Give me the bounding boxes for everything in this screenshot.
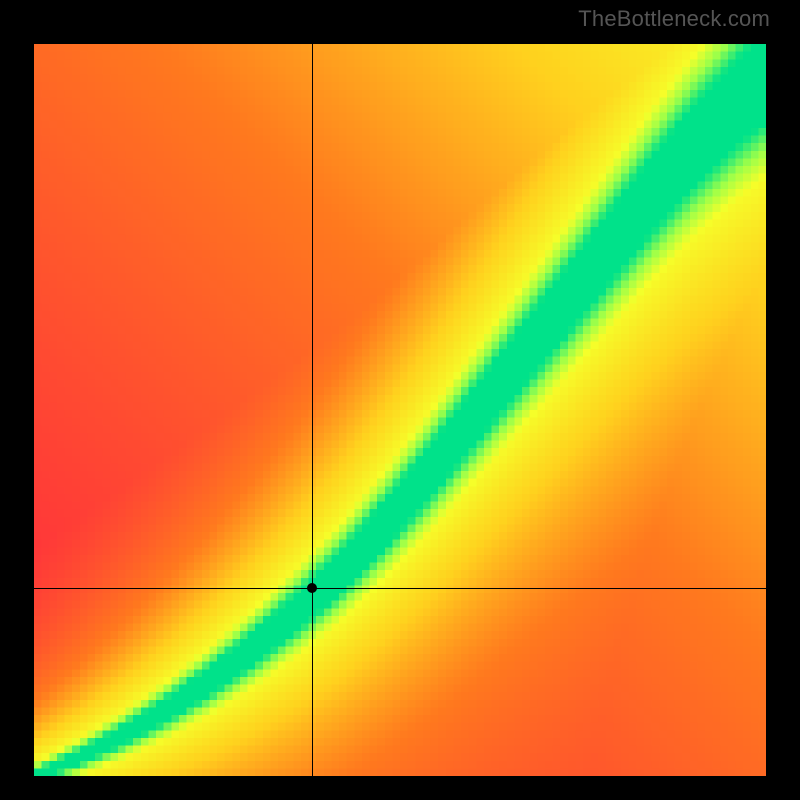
plot-area	[34, 44, 766, 776]
crosshair-horizontal	[34, 588, 766, 589]
crosshair-vertical	[312, 44, 313, 776]
heatmap-canvas	[34, 44, 766, 776]
watermark-text: TheBottleneck.com	[578, 6, 770, 32]
crosshair-marker-dot	[307, 583, 317, 593]
